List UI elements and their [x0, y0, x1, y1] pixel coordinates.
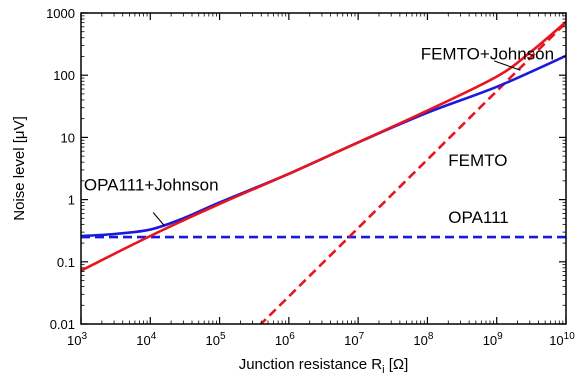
y-tick-label: 0.01: [50, 317, 75, 332]
annotation-pointer-femto-johnson: [494, 60, 521, 71]
x-tick-label: 1010: [549, 331, 575, 348]
x-tick-label: 103: [67, 331, 87, 348]
y-tick-label: 100: [53, 68, 75, 83]
y-tick-label: 10: [61, 130, 75, 145]
y-axis-label: Noise level [μV]: [11, 116, 28, 221]
x-tick-label: 104: [136, 331, 156, 348]
annotation-femto: FEMTO: [448, 151, 507, 170]
series-line-femto: [259, 21, 566, 324]
annotation-opa111-johnson: OPA111+Johnson: [84, 176, 219, 195]
annotation-opa111: OPA111: [448, 208, 508, 227]
series-line-femto-johnson: [81, 20, 566, 272]
plot-frame: [80, 12, 567, 325]
y-tick-label: 1: [68, 193, 75, 208]
x-tick-label: 107: [344, 331, 364, 348]
y-tick-label: 0.1: [57, 255, 75, 270]
y-tick-label: 1000: [46, 6, 75, 21]
annotation-femto-johnson: FEMTO+Johnson: [421, 44, 554, 63]
x-tick-label: 105: [206, 331, 226, 348]
x-tick-label: 108: [413, 331, 433, 348]
x-tick-label: 109: [483, 331, 503, 348]
x-tick-label: 106: [275, 331, 295, 348]
x-axis-label: Junction resistance Ri [Ω]: [239, 356, 409, 376]
annotation-pointer-opa111-johnson: [152, 212, 165, 227]
